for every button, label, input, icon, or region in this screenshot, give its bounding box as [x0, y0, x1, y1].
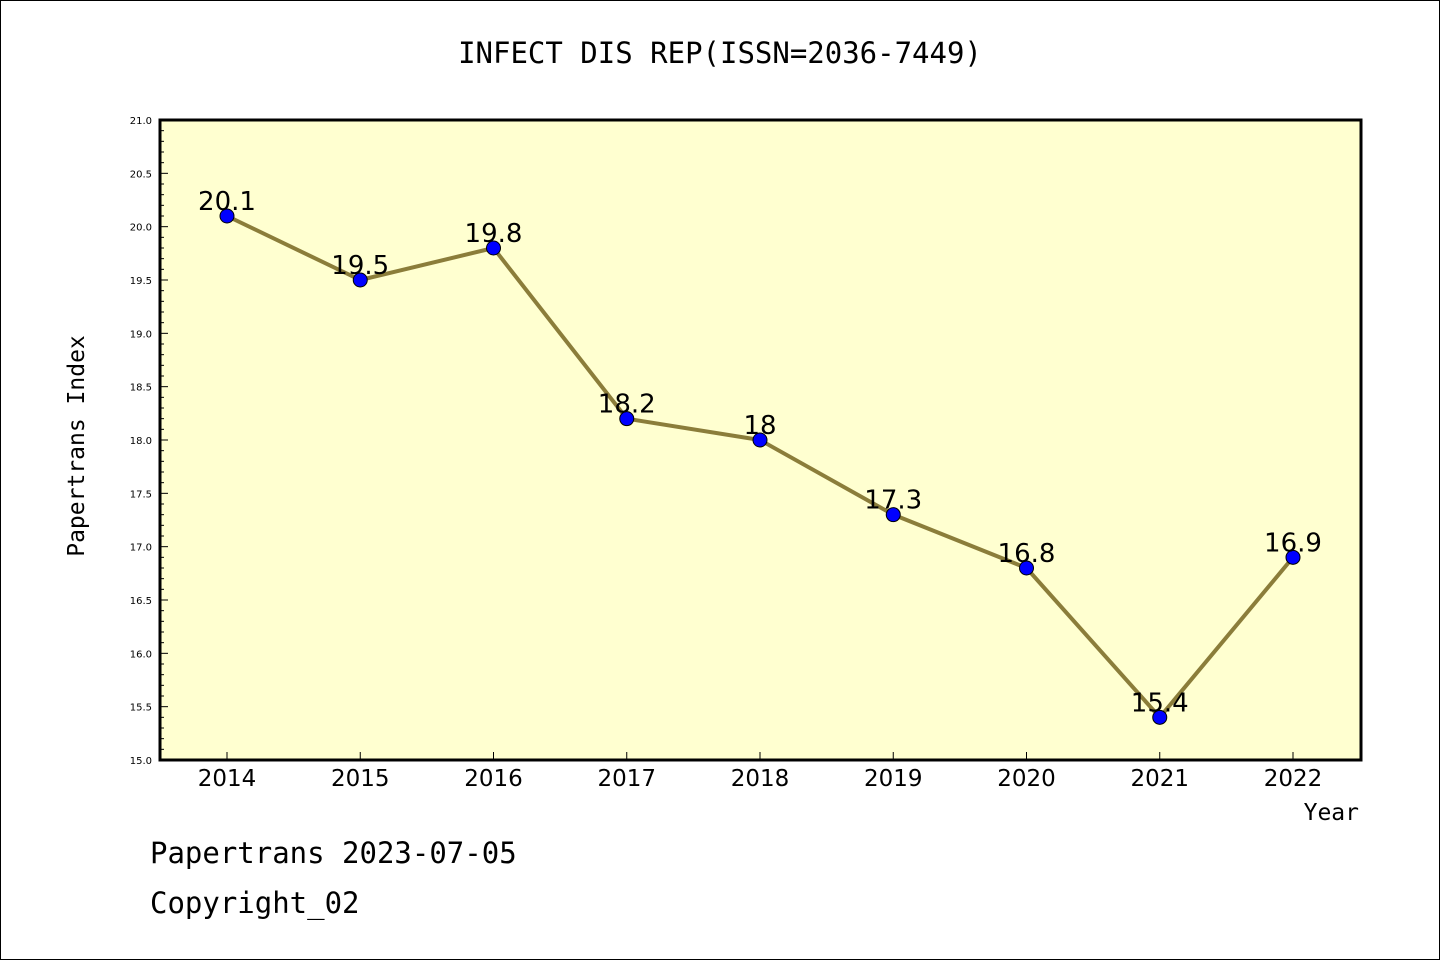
y-tick-label: 18.5	[130, 383, 152, 394]
x-tick-label: 2019	[864, 766, 923, 792]
data-point	[1285, 549, 1301, 565]
data-label: 18.2	[598, 390, 656, 420]
y-tick-label: 17.5	[130, 489, 152, 500]
data-label: 18	[743, 411, 776, 441]
footer-copyright: Copyright_02	[150, 886, 360, 920]
y-tick-label: 16.5	[130, 596, 152, 607]
data-label: 19.5	[331, 251, 389, 281]
x-tick-label: 2021	[1130, 766, 1189, 792]
footer-date: Papertrans 2023-07-05	[150, 836, 517, 870]
x-tick-label: 2017	[597, 766, 656, 792]
data-label: 19.8	[465, 219, 523, 249]
y-axis-label: Papertrans Index	[64, 335, 90, 557]
y-tick-label: 17.0	[130, 543, 152, 554]
x-axis-label: Year	[1304, 800, 1359, 826]
y-tick-label: 20.5	[130, 169, 152, 180]
data-point	[352, 272, 368, 288]
data-label: 16.8	[998, 539, 1056, 569]
data-point	[752, 432, 768, 448]
y-tick-label: 19.5	[130, 276, 152, 287]
data-label: 15.4	[1131, 688, 1189, 718]
y-tick-label: 21.0	[130, 116, 152, 127]
data-point	[1019, 560, 1034, 576]
y-tick-label: 18.0	[130, 436, 152, 447]
x-tick-label: 2018	[731, 766, 790, 792]
data-points	[219, 208, 1301, 725]
data-point	[486, 240, 501, 256]
y-tick-label: 15.5	[130, 703, 152, 714]
x-axis-ticks: 2014 2015 2016 2017 2018 2019 2020 2021 2022	[198, 752, 1323, 792]
x-tick-label: 2016	[464, 766, 523, 792]
data-label: 20.1	[198, 187, 256, 217]
data-label: 17.3	[864, 486, 922, 516]
x-tick-label: 2015	[331, 766, 390, 792]
y-tick-label: 19.0	[130, 329, 152, 340]
y-axis-ticks: 15.0 15.5 16.0 16.5 17.0 17.5 18.0 18.5 19.0 19.5…	[130, 116, 168, 767]
x-tick-label: 2020	[997, 766, 1056, 792]
y-tick-label: 20.0	[130, 223, 152, 234]
data-point	[219, 208, 235, 224]
plot-border	[158, 118, 1363, 762]
y-tick-label: 15.0	[130, 756, 152, 767]
y-tick-label: 16.0	[130, 649, 152, 660]
data-labels: 20.1 19.5 19.8 18.2 18 17.3 16.8 15.4 16.9	[198, 187, 1322, 718]
x-tick-label: 2022	[1264, 766, 1323, 792]
data-point	[885, 507, 901, 523]
data-point	[1152, 709, 1168, 725]
data-label: 16.9	[1264, 528, 1322, 558]
x-tick-label: 2014	[198, 766, 257, 792]
data-point	[619, 411, 635, 427]
chart-title: INFECT DIS REP(ISSN=2036-7449)	[458, 36, 982, 70]
